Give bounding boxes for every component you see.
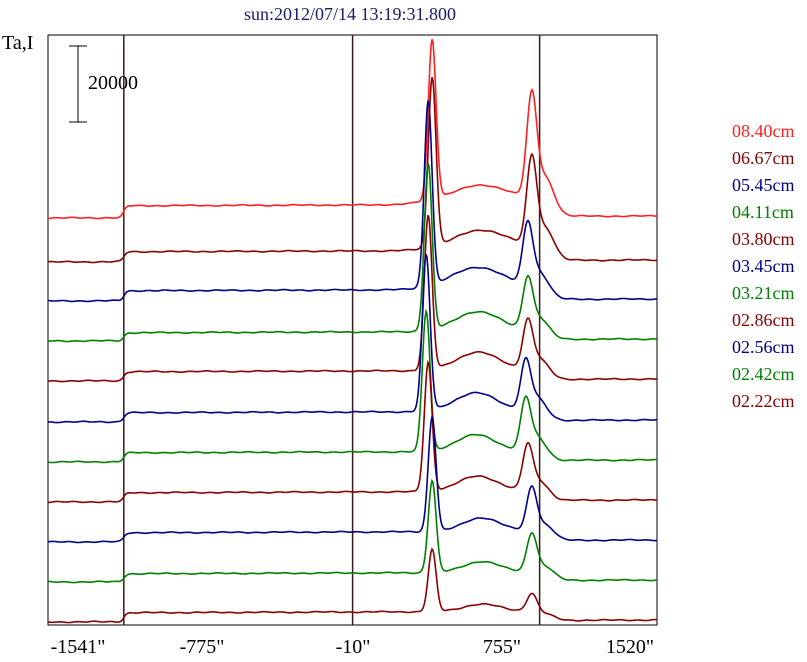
scale-bar-label: 20000 [88, 72, 138, 94]
series-line-06.67cm [47, 77, 658, 264]
series-line-08.40cm [47, 39, 658, 220]
legend-item: 03.45cm [732, 256, 795, 276]
series-line-02.56cm [47, 414, 657, 544]
legend-item: 02.42cm [732, 364, 795, 384]
series-line-02.86cm [48, 359, 658, 504]
series-line-02.42cm [48, 478, 658, 584]
x-tick-label: -10" [335, 636, 371, 658]
series-line-03.80cm [48, 214, 657, 383]
legend-item: 06.67cm [732, 148, 795, 168]
x-tick-label: -1541" [50, 636, 106, 658]
series-line-02.22cm [47, 547, 657, 624]
legend-item: 03.21cm [732, 283, 795, 303]
series-line-03.21cm [47, 308, 658, 464]
legend-item: 04.11cm [732, 202, 794, 222]
legend-item: 05.45cm [732, 175, 795, 195]
y-axis-label: Ta,I [2, 32, 34, 54]
series-line-05.45cm [47, 100, 658, 303]
x-tick-label: -775" [179, 636, 225, 658]
x-tick-label: 1520" [605, 636, 655, 658]
series-line-03.45cm [48, 254, 658, 424]
legend-item: 02.86cm [732, 310, 795, 330]
legend: 08.40cm 06.67cm 05.45cm 04.11cm 03.80cm 03.45… [732, 118, 795, 415]
chart-title: sun:2012/07/14 13:19:31.800 [243, 4, 456, 24]
x-tick-label: 755" [482, 636, 522, 658]
legend-item: 08.40cm [732, 121, 795, 141]
legend-item: 02.22cm [732, 391, 795, 411]
series-line-04.11cm [47, 162, 658, 343]
legend-item: 03.80cm [732, 229, 795, 249]
legend-item: 02.56cm [732, 337, 795, 357]
